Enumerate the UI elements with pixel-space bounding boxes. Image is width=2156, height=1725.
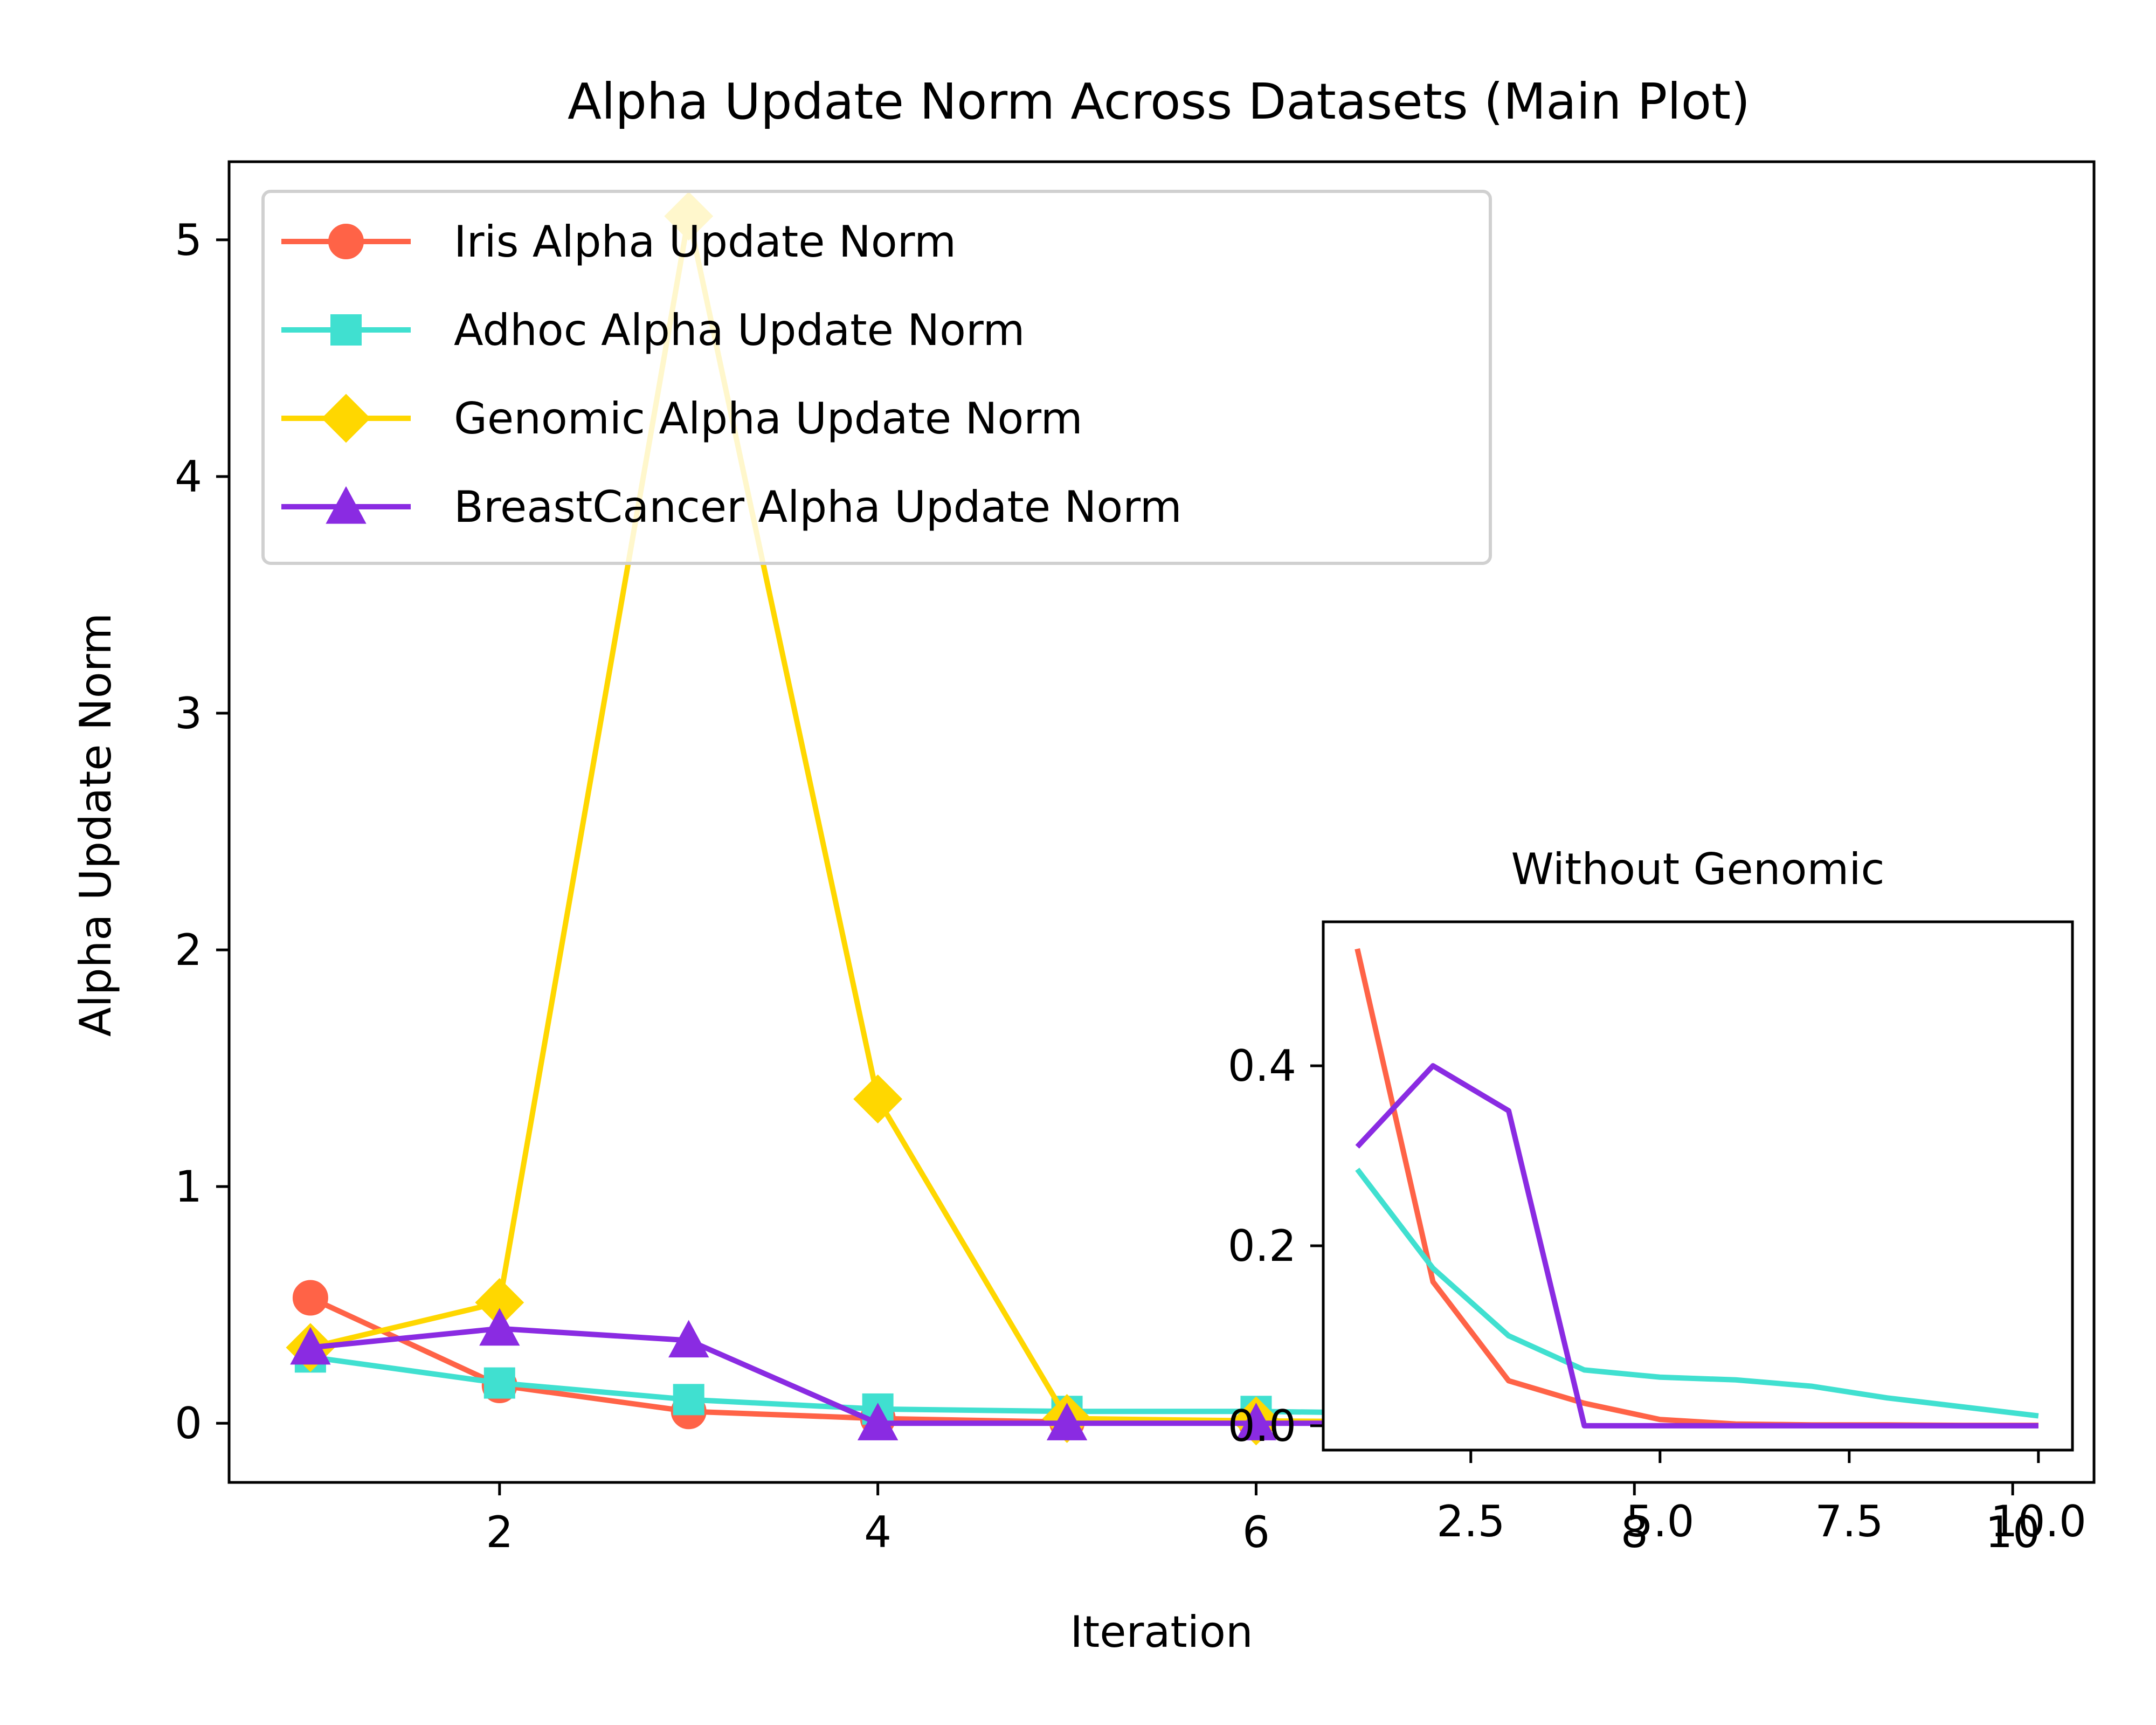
legend-label: Iris Alpha Update Norm <box>454 217 956 267</box>
y-tick-label: 3 <box>175 688 202 739</box>
inset-ticks: 2.5 5.0 7.5 10.0 0.0 0.2 0.4 <box>1228 1041 2086 1547</box>
y-tick-label: 4 <box>175 452 202 502</box>
legend-swatch-marker <box>326 486 367 524</box>
inset-y-tick-label: 0.4 <box>1228 1041 1296 1091</box>
data-point <box>292 1280 328 1316</box>
inset-x-tick-label: 10.0 <box>1991 1496 2086 1547</box>
y-tick-label: 5 <box>175 215 202 265</box>
chart-title: Alpha Update Norm Across Datasets (Main … <box>568 73 1750 130</box>
x-tick-label: 6 <box>1242 1507 1270 1557</box>
legend-items: Iris Alpha Update Norm Adhoc Alpha Update… <box>281 217 1182 532</box>
inset-y-tick-label: 0.2 <box>1228 1221 1296 1271</box>
y-tick-label: 2 <box>175 925 202 975</box>
legend: Iris Alpha Update Norm Adhoc Alpha Update… <box>261 190 1492 565</box>
inset-y-tick-label: 0.0 <box>1228 1401 1296 1451</box>
legend-item-breastcancer-alpha-update-norm: BreastCancer Alpha Update Norm <box>281 482 1182 532</box>
main-axes-frame <box>227 160 2096 1484</box>
data-point <box>673 1384 704 1416</box>
inset-series <box>1355 948 2039 1429</box>
legend-box <box>261 190 1492 565</box>
legend-label: Genomic Alpha Update Norm <box>454 394 1083 444</box>
inset-series-breastcancer <box>1355 1063 2038 1429</box>
inset-axes-frame <box>1322 920 2074 1452</box>
data-point <box>1046 1403 1088 1440</box>
data-point <box>857 1403 899 1440</box>
legend-swatch-marker <box>330 314 362 346</box>
x-tick-label: 2 <box>486 1507 513 1557</box>
y-axis-label: Alpha Update Norm <box>71 613 121 1037</box>
y-tick-label: 1 <box>175 1162 202 1212</box>
x-tick-label: 4 <box>864 1507 892 1557</box>
legend-label: Adhoc Alpha Update Norm <box>454 305 1025 355</box>
inset-x-tick-label: 7.5 <box>1815 1496 1883 1547</box>
x-tick-label: 10 <box>1985 1507 2040 1557</box>
legend-swatch-marker <box>321 394 371 443</box>
data-point <box>853 1074 903 1124</box>
inset-series-adhoc <box>1355 1168 2039 1419</box>
inset-x-tick-label: 5.0 <box>1626 1496 1694 1547</box>
x-tick-label: 8 <box>1621 1507 1648 1557</box>
y-tick-label: 0 <box>175 1398 202 1448</box>
data-point <box>479 1308 520 1346</box>
inset-background <box>1323 922 2072 1450</box>
inset-x-tick-label: 2.5 <box>1436 1496 1505 1547</box>
data-point <box>483 1367 515 1399</box>
data-point <box>1235 1403 1277 1440</box>
inset-title: Without Genomic <box>1511 844 1884 894</box>
main-ticks: 2 4 6 8 10 0 1 2 3 4 5 <box>175 215 2040 1557</box>
x-axis-label: Iteration <box>1070 1607 1253 1657</box>
data-point <box>668 1320 709 1358</box>
legend-item-genomic-alpha-update-norm: Genomic Alpha Update Norm <box>281 394 1083 444</box>
data-point <box>290 1327 331 1365</box>
legend-item-adhoc-alpha-update-norm: Adhoc Alpha Update Norm <box>281 305 1025 355</box>
legend-swatch-marker <box>328 224 364 259</box>
legend-label: BreastCancer Alpha Update Norm <box>454 482 1182 532</box>
legend-item-iris-alpha-update-norm: Iris Alpha Update Norm <box>281 217 956 267</box>
inset-chart: 2.5 5.0 7.5 10.0 0.0 0.2 0.4 Without Genomic <box>1228 844 2086 1547</box>
